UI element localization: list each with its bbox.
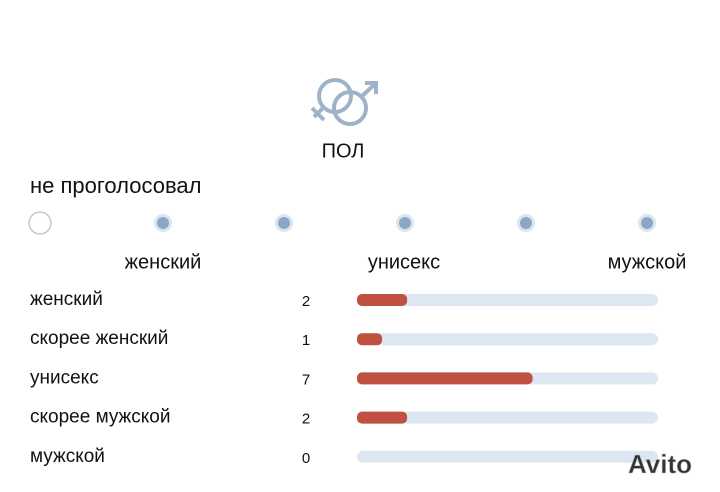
gender-icon xyxy=(310,78,378,126)
slider-thumb[interactable] xyxy=(28,211,52,235)
vote-count: 7 xyxy=(302,371,310,388)
slider-stop-dot xyxy=(157,217,169,229)
vote-status: не проголосовал xyxy=(30,173,202,198)
slider-stop-dot xyxy=(641,217,653,229)
bar-track xyxy=(357,333,658,346)
watermark: Avito xyxy=(628,449,692,479)
slider-stop-dot xyxy=(520,217,532,229)
vote-count: 2 xyxy=(302,411,310,428)
bar xyxy=(357,372,533,385)
vote-count: 2 xyxy=(302,293,310,310)
scale-label: унисекс xyxy=(368,251,440,273)
scale-label: женский xyxy=(125,251,202,273)
option-label: женский xyxy=(30,289,103,310)
bar xyxy=(357,294,408,306)
slider xyxy=(28,211,656,235)
results: женский 2 скорее женский 1 унисекс 7 скорее му… xyxy=(30,289,658,467)
bar-track xyxy=(357,294,658,306)
option-label: скорее мужской xyxy=(30,407,170,428)
slider-stop-dot xyxy=(278,217,290,229)
vote-count: 1 xyxy=(302,332,310,349)
bar xyxy=(357,411,408,424)
option-label: скорее женский xyxy=(30,328,168,349)
slider-stop-dot xyxy=(399,217,411,229)
option-label: мужской xyxy=(30,446,105,467)
bar xyxy=(357,333,383,346)
bar-track xyxy=(357,411,658,424)
bar-track xyxy=(357,450,658,463)
poll-title: ПОЛ xyxy=(322,140,365,162)
vote-count: 0 xyxy=(302,450,310,467)
option-label: унисекс xyxy=(30,367,99,388)
scale-label: мужской xyxy=(608,251,687,273)
